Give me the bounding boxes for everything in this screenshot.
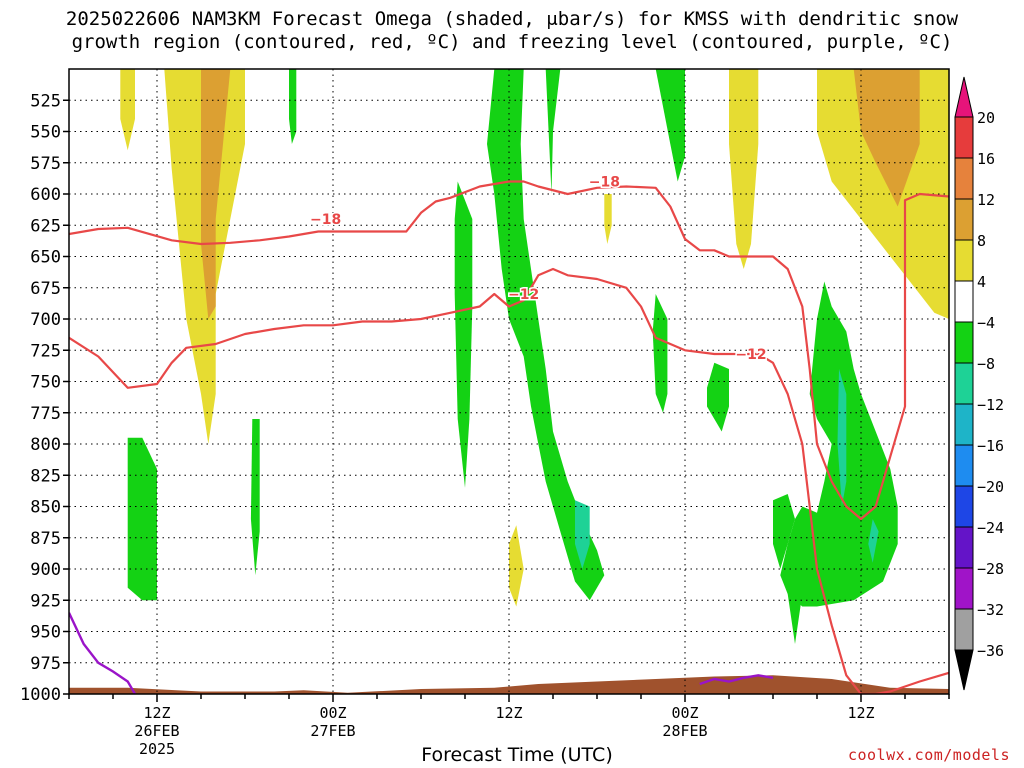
y-tick-label: 775 (30, 404, 61, 424)
colorbar-swatch (954, 280, 974, 323)
x-tick-label: 27FEB (310, 722, 355, 740)
y-axis: 525 550 575 600 625 650 675 700 725 750 775 800 825 8… (20, 91, 69, 705)
chart-title-line-1: 2025022606 NAM3KM Forecast Omega (shaded… (65, 8, 959, 30)
omega-region (250, 419, 260, 576)
colorbar-swatch (954, 444, 974, 487)
freezing-level-line (699, 674, 774, 686)
x-tick-label: 2025 (139, 740, 175, 758)
colorbar-swatch (954, 526, 974, 569)
colorbar-label: −16 (977, 437, 1004, 455)
omega-region (853, 69, 920, 207)
colorbar-label: 20 (977, 109, 995, 127)
y-tick-label: 1000 (20, 685, 61, 705)
colorbar-swatch (954, 321, 974, 364)
colorbar-label: 8 (977, 232, 986, 250)
y-tick-label: 725 (30, 341, 61, 361)
colorbar-swatch (954, 362, 974, 405)
colorbar-swatch (954, 403, 974, 446)
omega-region (120, 69, 135, 151)
y-tick-label: 750 (30, 373, 61, 393)
x-tick-label: 12Z (847, 704, 874, 722)
colorbar-label: 16 (977, 150, 995, 168)
omega-region (868, 519, 879, 563)
freezing-level-line (69, 612, 137, 694)
isotherm-label: −18 (310, 212, 341, 228)
x-tick-label: 00Z (319, 704, 346, 722)
colorbar-swatch (954, 485, 974, 528)
y-tick-label: 650 (30, 248, 61, 268)
omega-region (655, 69, 685, 182)
omega-region (454, 181, 473, 488)
colorbar-label: −36 (977, 642, 1004, 660)
colorbar-label: −8 (977, 355, 995, 373)
colorbar-label: −20 (977, 478, 1004, 496)
y-tick-label: 625 (30, 216, 61, 236)
y-tick-label: 675 (30, 279, 61, 299)
colorbar-label: −24 (977, 519, 1004, 537)
omega-region (487, 69, 605, 601)
y-tick-label: 925 (30, 591, 61, 611)
x-axis-title: Forecast Time (UTC) (421, 744, 613, 766)
omega-region (289, 69, 297, 144)
y-tick-label: 975 (30, 654, 61, 674)
omega-region (575, 500, 590, 569)
y-tick-label: 575 (30, 154, 61, 174)
isotherm-line (69, 267, 949, 694)
terrain-fill (69, 675, 949, 694)
x-tick-label: 00Z (671, 704, 698, 722)
omega-region (127, 437, 157, 601)
omega-region (509, 525, 524, 607)
y-tick-label: 550 (30, 123, 61, 143)
colorbar-swatch (954, 608, 974, 651)
isotherm-label: −12 (735, 347, 766, 363)
colorbar-label: 4 (977, 273, 986, 291)
omega-region (787, 569, 803, 644)
credit-text: coolwx.com/models (847, 746, 1010, 764)
colorbar-label: −32 (977, 601, 1004, 619)
colorbar: 20 16 12 8 4 −4 −8 −12 −16 −20 −24 −28 −32 −36 (954, 76, 1004, 691)
terrain-layer (69, 675, 949, 694)
colorbar-label: −12 (977, 396, 1004, 414)
omega-region (707, 362, 729, 432)
y-tick-label: 525 (30, 91, 61, 111)
x-tick-label: 26FEB (134, 722, 179, 740)
chart-title-line-2: growth region (contoured, red, ºC) and f… (71, 31, 953, 53)
y-tick-label: 800 (30, 435, 61, 455)
colorbar-swatch (954, 157, 974, 200)
colorbar-label: 12 (977, 191, 995, 209)
colorbar-label: −4 (977, 314, 995, 332)
grid-layer (69, 69, 949, 695)
isotherm-label: −12 (508, 287, 539, 303)
x-tick-label: 12Z (495, 704, 522, 722)
y-tick-label: 950 (30, 623, 61, 643)
isotherm-line (69, 180, 949, 521)
omega-region (604, 194, 612, 244)
y-tick-label: 700 (30, 310, 61, 330)
colorbar-swatch (954, 567, 974, 610)
y-tick-label: 825 (30, 466, 61, 486)
x-tick-label: 28FEB (662, 722, 707, 740)
colorbar-bottom-arrow (954, 649, 974, 691)
colorbar-top-arrow (954, 76, 974, 118)
colorbar-label: −28 (977, 560, 1004, 578)
y-tick-label: 850 (30, 498, 61, 518)
x-tick-label: 12Z (143, 704, 170, 722)
omega-region (773, 494, 795, 569)
omega-shading-layer (120, 69, 949, 644)
colorbar-swatch (954, 239, 974, 282)
y-tick-label: 875 (30, 529, 61, 549)
contour-layer: −18 −18 −12 −12 (69, 173, 949, 694)
isotherm-label: −18 (589, 175, 620, 191)
omega-region (201, 69, 231, 319)
omega-region (837, 369, 847, 507)
colorbar-swatch (954, 116, 974, 159)
colorbar-swatch (954, 198, 974, 241)
y-tick-label: 600 (30, 185, 61, 205)
omega-region (652, 294, 668, 413)
y-tick-label: 900 (30, 560, 61, 580)
omega-region (729, 69, 759, 269)
